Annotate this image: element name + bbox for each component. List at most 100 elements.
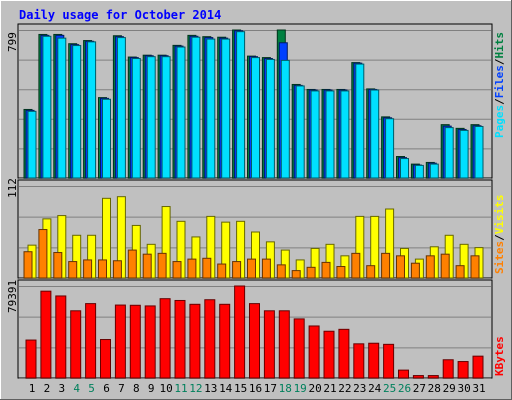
sites-bar — [217, 263, 227, 279]
pages-bar — [280, 59, 290, 179]
day-label: 6 — [103, 382, 110, 395]
legend-files: Files — [493, 65, 506, 98]
pages-bar — [400, 158, 409, 179]
kbytes-bar — [100, 339, 111, 379]
sites-bar — [232, 261, 242, 279]
day-label: 22 — [338, 382, 351, 395]
kbytes-bar — [219, 303, 231, 379]
day-label: 31 — [472, 382, 485, 395]
day-label: 30 — [457, 382, 470, 395]
pages-bar — [370, 89, 380, 179]
day-label: 2 — [44, 382, 51, 395]
kbytes-bar — [338, 328, 350, 379]
sites-bar — [187, 258, 197, 279]
day-label: 13 — [204, 382, 217, 395]
legend-visits: Visits — [493, 195, 506, 235]
day-label: 17 — [264, 382, 277, 395]
legend-sep-2: / — [493, 58, 506, 65]
kbytes-bar — [293, 318, 305, 379]
sites-bar — [23, 251, 33, 279]
bottom-legend: KBytes — [493, 336, 506, 376]
pages-bar — [355, 63, 365, 179]
sites-bar — [336, 266, 346, 279]
day-label: 4 — [73, 382, 80, 395]
pages-bar — [325, 90, 335, 179]
sites-bar — [202, 257, 212, 279]
kbytes-bar — [55, 295, 67, 379]
day-label: 12 — [189, 382, 202, 395]
sites-bar — [321, 261, 331, 279]
sites-bar — [396, 255, 405, 279]
top-ymax-label: 799 — [6, 32, 19, 52]
day-label: 21 — [323, 382, 336, 395]
kbytes-bar — [457, 361, 469, 379]
pages-bar — [340, 90, 350, 179]
day-label: 1 — [29, 382, 36, 395]
kbytes-bar — [234, 285, 246, 379]
day-label: 15 — [234, 382, 247, 395]
pages-bar — [385, 118, 395, 179]
sites-bar — [172, 261, 182, 279]
pages-bar — [459, 129, 469, 179]
pages-bar — [176, 46, 186, 179]
day-label: 8 — [133, 382, 140, 395]
day-label: 7 — [118, 382, 125, 395]
sites-bar — [306, 266, 316, 279]
sites-bar — [291, 270, 301, 279]
chart-title: Daily usage for October 2014 — [19, 8, 221, 22]
pages-bar — [265, 58, 275, 179]
day-label: 9 — [148, 382, 155, 395]
pages-bar — [191, 36, 201, 179]
kbytes-bar — [40, 290, 52, 379]
legend-hits: Hits — [493, 32, 506, 59]
pages-bar — [87, 41, 97, 179]
legend-sep-1: / — [493, 98, 506, 105]
pages-bar — [161, 56, 171, 179]
pages-bar — [236, 31, 246, 179]
sites-bar — [276, 264, 286, 279]
day-label: 26 — [398, 382, 411, 395]
sites-bar — [381, 252, 391, 279]
sites-bar — [98, 259, 107, 279]
pages-bar — [414, 164, 424, 179]
pages-bar — [444, 127, 454, 179]
kbytes-bar — [25, 339, 37, 379]
sites-bar — [68, 261, 78, 279]
kbytes-bar — [174, 299, 186, 379]
sites-bar — [157, 252, 167, 279]
kbytes-bar — [398, 369, 409, 379]
sites-bar — [410, 262, 420, 279]
sites-bar — [425, 255, 435, 279]
day-label: 24 — [368, 382, 382, 395]
pages-bar — [221, 38, 231, 179]
day-label: 28 — [428, 382, 441, 395]
day-label: 5 — [88, 382, 95, 395]
kbytes-bar — [278, 310, 290, 379]
day-label: 25 — [383, 382, 396, 395]
kbytes-bar — [427, 375, 439, 379]
legend-pages: Pages — [493, 105, 506, 138]
kbytes-bar — [144, 305, 156, 379]
kbytes-bar — [249, 303, 260, 379]
sites-bar — [38, 229, 48, 279]
kbytes-bar — [383, 343, 395, 379]
day-label: 16 — [249, 382, 262, 395]
kbytes-bar — [189, 303, 201, 379]
kbytes-bar — [472, 355, 484, 379]
kbytes-bar — [70, 310, 82, 379]
kbytes-bar — [442, 359, 454, 379]
day-label: 23 — [353, 382, 366, 395]
sites-bar — [127, 249, 137, 279]
day-label: 29 — [443, 382, 456, 395]
pages-bar — [429, 163, 439, 179]
bottom-ymax-label: 79391 — [6, 280, 19, 313]
sites-bar — [83, 259, 93, 279]
pages-bar — [42, 35, 52, 179]
kbytes-bar — [368, 342, 380, 379]
pages-bar — [27, 110, 37, 179]
pages-bar — [102, 98, 111, 179]
kbytes-bar — [308, 325, 320, 379]
day-label: 3 — [58, 382, 65, 395]
kbytes-bar — [85, 303, 97, 379]
